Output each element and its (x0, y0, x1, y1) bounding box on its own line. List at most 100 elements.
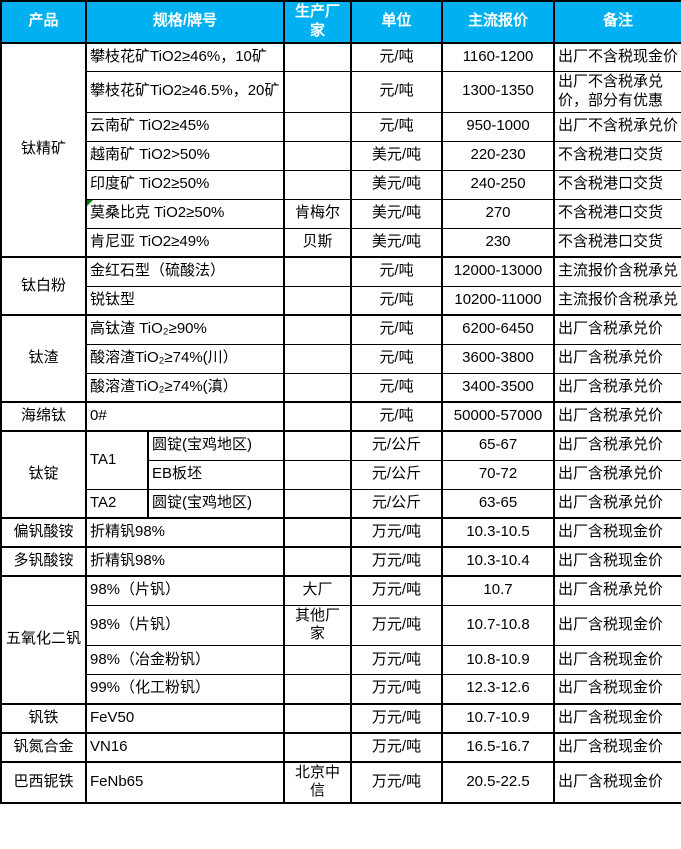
note-cell: 出厂含税承兑价 (553, 488, 681, 519)
spec-text: 折精钒98% (90, 523, 166, 541)
manufacturer-cell (283, 41, 353, 72)
manufacturer-cell: 贝斯 (283, 227, 353, 258)
product-name-cell: 钛白粉 (0, 256, 87, 316)
unit-cell: 元/吨 (350, 401, 444, 432)
table-row: 多钒酸铵 折精钒98% 万元/吨 10.3-10.4 出厂含税现金价 (0, 546, 681, 577)
price-cell: 6200-6450 (441, 314, 556, 345)
note-cell: 出厂含税承兑价 (553, 314, 681, 345)
note-cell: 主流报价含税承兑 (553, 256, 681, 287)
table-row: 海绵钛 0# 元/吨 50000-57000 出厂含税承兑价 (0, 401, 681, 432)
spec-text: 99%（化工粉钒） (90, 679, 211, 697)
product-name-cell: 偏钒酸铵 (0, 517, 87, 548)
spec-cell: 酸溶渣TiO₂≥74%(川） (84, 343, 286, 374)
manufacturer-cell (283, 111, 353, 142)
table-header-row: 产品 规格/牌号 生产厂家 单位 主流报价 备注 (0, 0, 681, 44)
spec-cell: 金红石型（硫酸法） (84, 256, 286, 287)
spec-cell: 98%（片钒） (84, 604, 286, 646)
table-row: 云南矿 TiO2≥45% 元/吨 950-1000 出厂不含税承兑价 (1, 111, 681, 142)
col-header-note: 备注 (553, 0, 681, 44)
note-cell: 出厂不含税承兑价 (553, 111, 681, 142)
unit-cell: 万元/吨 (350, 731, 444, 762)
unit-cell: 万元/吨 (350, 546, 444, 577)
price-cell: 270 (441, 198, 556, 229)
table-row: 钛精矿 攀枝花矿TiO2≥46%，10矿 元/吨 1160-1200 出厂不含税现金价 (0, 41, 681, 258)
unit-cell: 美元/吨 (350, 227, 444, 258)
price-cell: 220-230 (441, 140, 556, 171)
note-cell: 出厂含税现金价 (553, 731, 681, 762)
table-row: 99%（化工粉钒） 万元/吨 12.3-12.6 出厂含税现金价 (1, 674, 681, 704)
note-cell: 出厂含税承兑价 (553, 430, 681, 461)
manufacturer-cell (283, 645, 353, 675)
table-row: 莫桑比克 TiO2≥50% 肯梅尔 美元/吨 270 不含税港口交货 (1, 198, 681, 229)
spec-cell: 圆锭(宝鸡地区) (146, 488, 286, 519)
col-header-manufacturer: 生产厂家 (283, 0, 353, 44)
unit-cell: 元/吨 (350, 285, 444, 316)
note-cell: 主流报价含税承兑 (553, 285, 681, 316)
note-cell: 出厂含税承兑价 (553, 372, 681, 403)
spec-cell: 印度矿 TiO2≥50% (84, 169, 286, 200)
price-table-body: 钛精矿 攀枝花矿TiO2≥46%，10矿 元/吨 1160-1200 出厂不含税现金价攀… (0, 41, 681, 804)
spec-cell: 攀枝花矿TiO2≥46%，10矿 (84, 41, 286, 72)
spec-text: 肯尼亚 TiO2≥49% (90, 232, 210, 250)
note-cell: 出厂含税现金价 (553, 546, 681, 577)
spec-cell: 0# (84, 401, 286, 432)
spec-text: 圆锭(宝鸡地区) (152, 436, 252, 454)
product-name-cell: 巴西铌铁 (0, 760, 87, 804)
manufacturer-cell (283, 343, 353, 374)
unit-cell: 万元/吨 (350, 517, 444, 548)
unit-cell: 元/吨 (350, 111, 444, 142)
spec-text: 折精钒98% (90, 552, 166, 570)
unit-cell: 美元/吨 (350, 140, 444, 171)
table-row: 越南矿 TiO2>50% 美元/吨 220-230 不含税港口交货 (1, 140, 681, 171)
spec-cell: 云南矿 TiO2≥45% (84, 111, 286, 142)
spec-text: 攀枝花矿TiO2≥46%，10矿 (90, 47, 267, 65)
price-cell: 950-1000 (441, 111, 556, 142)
spec-cell: 折精钒98% (84, 517, 286, 548)
note-cell: 出厂不含税现金价 (553, 41, 681, 72)
product-name-cell: 钛渣 (0, 314, 87, 403)
unit-cell: 元/公斤 (350, 430, 444, 461)
manufacturer-cell (283, 459, 353, 490)
table-row: 钛锭 TA1 圆锭(宝鸡地区) 元/公斤 65-67 出厂含税承兑价 (0, 430, 681, 519)
spec-cell: 肯尼亚 TiO2≥49% (84, 227, 286, 258)
spec-text: 98%（片钒） (90, 581, 181, 599)
price-table: 产品 规格/牌号 生产厂家 单位 主流报价 备注 钛精矿 攀枝花矿TiO2≥46%… (0, 0, 681, 804)
product-name-cell: 海绵钛 (0, 401, 87, 432)
unit-cell: 万元/吨 (350, 575, 444, 606)
table-row: 钒氮合金 VN16 万元/吨 16.5-16.7 出厂含税现金价 (0, 731, 681, 762)
unit-cell: 元/公斤 (350, 459, 444, 490)
price-cell: 20.5-22.5 (441, 760, 556, 804)
table-row: 98%（片钒） 其他厂家 万元/吨 10.7-10.8 出厂含税现金价 (1, 604, 681, 646)
spec-text: 0# (90, 407, 107, 425)
unit-cell: 美元/吨 (350, 169, 444, 200)
product-name-cell: 钒氮合金 (0, 731, 87, 762)
note-cell: 不含税港口交货 (553, 227, 681, 258)
unit-cell: 元/吨 (350, 41, 444, 72)
manufacturer-cell (283, 169, 353, 200)
spec-cell: 折精钒98% (84, 546, 286, 577)
spec-cell: 莫桑比克 TiO2≥50% (84, 198, 286, 229)
manufacturer-cell (283, 71, 353, 113)
table-row: 98%（冶金粉钒） 万元/吨 10.8-10.9 出厂含税现金价 (1, 645, 681, 675)
table-row: 偏钒酸铵 折精钒98% 万元/吨 10.3-10.5 出厂含税现金价 (0, 517, 681, 548)
table-row: 酸溶渣TiO₂≥74%(川） 元/吨 3600-3800 出厂含税承兑价 (1, 343, 681, 374)
price-cell: 10.3-10.4 (441, 546, 556, 577)
manufacturer-cell (283, 488, 353, 519)
table-row: 钒铁 FeV50 万元/吨 10.7-10.9 出厂含税现金价 (0, 702, 681, 733)
note-cell: 不含税港口交货 (553, 169, 681, 200)
comment-indicator-icon (88, 200, 93, 206)
price-cell: 10.3-10.5 (441, 517, 556, 548)
note-cell: 出厂含税承兑价 (553, 459, 681, 490)
price-cell: 1300-1350 (441, 71, 556, 113)
spec-text: 金红石型（硫酸法） (90, 262, 226, 280)
note-cell: 不含税港口交货 (553, 198, 681, 229)
note-cell: 出厂不含税承兑价，部分有优惠 (553, 71, 681, 113)
spec-cell: 圆锭(宝鸡地区) (146, 430, 286, 461)
spec-cell: 攀枝花矿TiO2≥46.5%，20矿 (84, 71, 286, 113)
price-cell: 65-67 (441, 430, 556, 461)
table-row: 攀枝花矿TiO2≥46.5%，20矿 元/吨 1300-1350 出厂不含税承兑价，部… (1, 71, 681, 113)
price-cell: 70-72 (441, 459, 556, 490)
spec-cell: VN16 (84, 731, 286, 762)
price-cell: 63-65 (441, 488, 556, 519)
manufacturer-cell (283, 140, 353, 171)
